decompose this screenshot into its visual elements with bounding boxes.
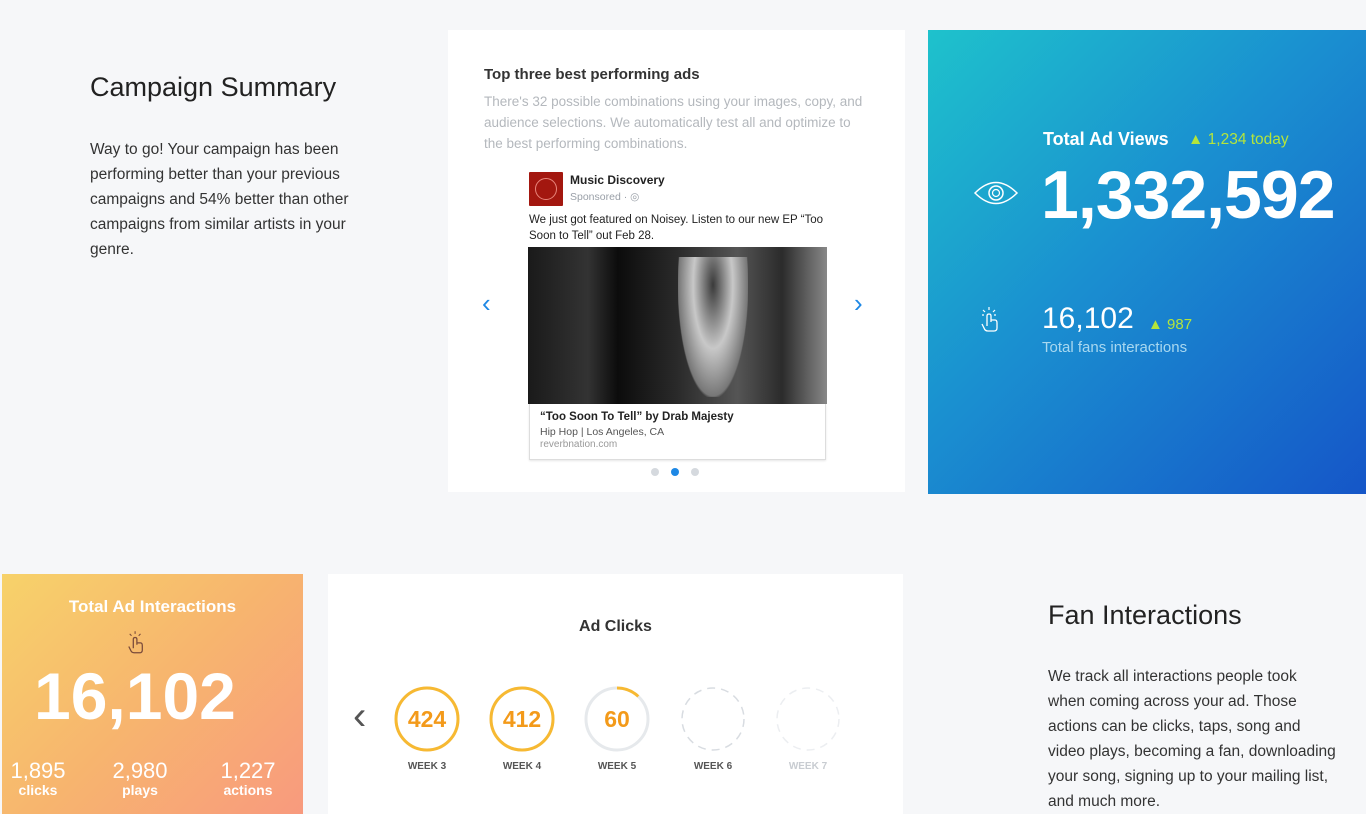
tap-icon [128, 631, 143, 654]
summary-title: Campaign Summary [90, 72, 337, 102]
stat-value: 1,227 [220, 758, 276, 783]
week-value [773, 684, 843, 754]
interactions-label: Total Ad Interactions [68, 597, 237, 616]
carousel-dot[interactable] [651, 468, 659, 476]
week-label: WEEK 5 [597, 761, 637, 772]
page-logo [529, 172, 563, 206]
week-value: 60 [604, 706, 630, 732]
carousel-dot[interactable] [691, 468, 699, 476]
ad-text: We just got featured on Noisey. Listen t… [529, 214, 824, 242]
page-name: Music Discovery [570, 173, 665, 187]
progress-ring [584, 686, 650, 752]
week-label: WEEK 3 [407, 761, 447, 772]
fans-increase: ▲ 987 [1148, 316, 1193, 333]
carousel-next-button[interactable]: › [854, 288, 863, 318]
week-label: WEEK 4 [502, 761, 542, 772]
fan-interactions: Fan Interactions We track all interactio… [1048, 600, 1338, 814]
card-title: “Too Soon To Tell” by Drab Majesty [540, 411, 734, 423]
stat-actions: 1,227 actions [214, 758, 282, 799]
ad-clicks-title: Ad Clicks [579, 618, 652, 635]
tap-icon [981, 307, 998, 332]
week-value: 424 [407, 706, 447, 732]
views-today: ▲ 1,234 today [1188, 131, 1289, 148]
fans-total: 16,102 [1042, 302, 1134, 335]
progress-ring [681, 687, 745, 751]
carousel-dots [651, 468, 699, 476]
stat-label: plays [122, 782, 158, 798]
fan-title: Fan Interactions [1048, 600, 1242, 630]
top-ads-card: Top three best performing ads There's 32… [448, 30, 905, 492]
stat-label: clicks [18, 782, 58, 798]
stat-plays: 2,980 plays [108, 758, 172, 799]
card-url: reverbnation.com [540, 439, 618, 450]
ad-clicks-card: Ad Clicks ‹ 424 WEEK 3 412 WEEK 4 60 WEEK 5 WE… [328, 574, 903, 814]
card-subtitle: Hip Hop | Los Angeles, CA [540, 426, 665, 438]
week-value [678, 684, 748, 754]
ads-description: There's 32 possible combinations using y… [484, 94, 863, 151]
ad-image [528, 247, 827, 404]
week-label: WEEK 6 [693, 761, 733, 772]
stat-clicks: 1,895 clicks [8, 758, 68, 799]
interactions-total: 16,102 [34, 659, 236, 733]
sponsored-label: Sponsored · ◎ [570, 191, 640, 203]
ad-preview[interactable]: Music Discovery Sponsored · ◎ We just go… [528, 170, 827, 462]
week-label: WEEK 7 [788, 761, 828, 772]
fan-body: We track all interactions people took wh… [1048, 668, 1336, 810]
stat-value: 2,980 [112, 758, 168, 783]
views-label: Total Ad Views [1043, 129, 1169, 149]
weeks-prev-button[interactable]: ‹ [353, 694, 367, 738]
stat-value: 1,895 [10, 758, 66, 783]
eye-icon [973, 181, 1019, 205]
progress-ring [776, 687, 840, 751]
carousel-dot-active[interactable] [671, 468, 679, 476]
carousel-prev-button[interactable]: ‹ [482, 288, 491, 318]
stat-label: actions [223, 782, 273, 798]
progress-ring [394, 686, 460, 752]
campaign-summary: Campaign Summary Way to go! Your campaig… [90, 72, 370, 262]
total-ad-views-panel: Total Ad Views ▲ 1,234 today 1,332,592 1… [928, 30, 1366, 494]
week-value: 412 [502, 706, 542, 732]
views-total: 1,332,592 [1041, 157, 1336, 233]
ads-title: Top three best performing ads [484, 66, 700, 83]
ad-link-card[interactable]: “Too Soon To Tell” by Drab Majesty Hip H… [529, 404, 826, 460]
total-ad-interactions-panel: Total Ad Interactions 16,102 1,895 clicks… [2, 574, 303, 814]
progress-ring [489, 686, 555, 752]
fans-label: Total fans interactions [1042, 339, 1188, 356]
summary-body: Way to go! Your campaign has been perfor… [90, 141, 349, 258]
